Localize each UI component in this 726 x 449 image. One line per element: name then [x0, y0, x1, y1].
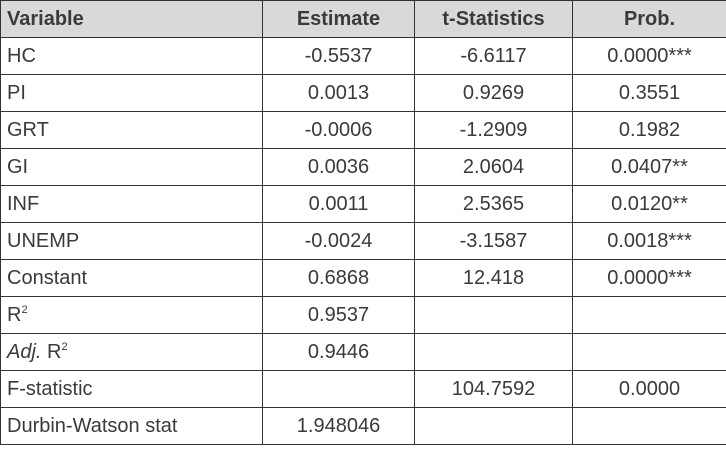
value-cell: 0.0000: [572, 370, 726, 408]
value-cell: 1.948046: [262, 407, 415, 445]
table-row: GI 0.0036 2.0604 0.0407**: [0, 148, 726, 186]
value-cell: -0.0024: [262, 222, 415, 260]
table-row: R2 0.9537: [0, 296, 726, 334]
table-row: Durbin-Watson stat 1.948046: [0, 407, 726, 445]
header-cell: t-Statistics: [414, 0, 573, 38]
table-row: GRT -0.0006 -1.2909 0.1982: [0, 111, 726, 149]
header-row: Variable Estimate t-Statistics Prob.: [0, 0, 726, 38]
header-cell: Variable: [0, 0, 263, 38]
table-row: UNEMP -0.0024 -3.1587 0.0018***: [0, 222, 726, 260]
table-row: INF 0.0011 2.5365 0.0120**: [0, 185, 726, 223]
label-text: R: [7, 303, 22, 326]
empty-cell: [572, 333, 726, 371]
header-cell: Prob.: [572, 0, 726, 38]
table-row: Adj. R2 0.9446: [0, 333, 726, 371]
empty-cell: [262, 370, 415, 408]
value-cell: 2.0604: [414, 148, 573, 186]
value-cell: -3.1587: [414, 222, 573, 260]
label-superscript: 2: [21, 303, 28, 316]
value-cell: -6.6117: [414, 37, 573, 75]
label-cell: Durbin-Watson stat: [0, 407, 263, 445]
empty-cell: [414, 333, 573, 371]
empty-cell: [572, 296, 726, 334]
label-cell: GI: [0, 148, 263, 186]
value-cell: 0.9269: [414, 74, 573, 112]
value-cell: 0.0407**: [572, 148, 726, 186]
value-cell: 2.5365: [414, 185, 573, 223]
empty-cell: [414, 407, 573, 445]
label-italic: Adj.: [7, 340, 42, 363]
table-row: PI 0.0013 0.9269 0.3551: [0, 74, 726, 112]
value-cell: 0.0011: [262, 185, 415, 223]
value-cell: 0.9537: [262, 296, 415, 334]
value-cell: 0.0000***: [572, 37, 726, 75]
label-cell: HC: [0, 37, 263, 75]
value-cell: -0.5537: [262, 37, 415, 75]
value-cell: -0.0006: [262, 111, 415, 149]
label-cell: GRT: [0, 111, 263, 149]
label-cell: UNEMP: [0, 222, 263, 260]
value-cell: 104.7592: [414, 370, 573, 408]
value-cell: -1.2909: [414, 111, 573, 149]
value-cell: 0.1982: [572, 111, 726, 149]
value-cell: 0.0036: [262, 148, 415, 186]
label-cell: PI: [0, 74, 263, 112]
empty-cell: [572, 407, 726, 445]
value-cell: 0.9446: [262, 333, 415, 371]
value-cell: 0.3551: [572, 74, 726, 112]
value-cell: 0.0013: [262, 74, 415, 112]
table-row: F-statistic 104.7592 0.0000: [0, 370, 726, 408]
label-text: R: [41, 340, 62, 363]
empty-cell: [414, 296, 573, 334]
label-cell: R2: [0, 296, 263, 334]
value-cell: 0.6868: [262, 259, 415, 297]
label-cell: Adj. R2: [0, 333, 263, 371]
table-row: Constant 0.6868 12.418 0.0000***: [0, 259, 726, 297]
value-cell: 12.418: [414, 259, 573, 297]
header-cell: Estimate: [262, 0, 415, 38]
label-cell: F-statistic: [0, 370, 263, 408]
value-cell: 0.0120**: [572, 185, 726, 223]
label-superscript: 2: [61, 340, 68, 353]
value-cell: 0.0000***: [572, 259, 726, 297]
label-cell: INF: [0, 185, 263, 223]
label-cell: Constant: [0, 259, 263, 297]
value-cell: 0.0018***: [572, 222, 726, 260]
table-row: HC -0.5537 -6.6117 0.0000***: [0, 37, 726, 75]
